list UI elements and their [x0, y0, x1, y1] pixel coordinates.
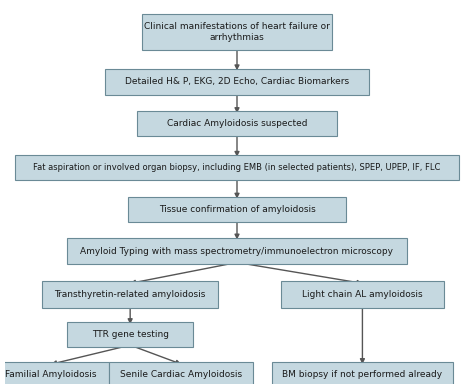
- FancyBboxPatch shape: [15, 155, 459, 180]
- FancyBboxPatch shape: [42, 281, 219, 308]
- FancyBboxPatch shape: [142, 14, 332, 50]
- FancyBboxPatch shape: [272, 362, 453, 387]
- Text: Clinical manifestations of heart failure or
arrhythmias: Clinical manifestations of heart failure…: [144, 23, 330, 42]
- Text: Familial Amyloidosis: Familial Amyloidosis: [5, 370, 97, 379]
- Text: BM biopsy if not performed already: BM biopsy if not performed already: [283, 370, 443, 379]
- FancyBboxPatch shape: [137, 111, 337, 136]
- Text: Light chain AL amyloidosis: Light chain AL amyloidosis: [302, 290, 423, 299]
- FancyBboxPatch shape: [67, 238, 407, 264]
- Text: TTR gene testing: TTR gene testing: [91, 330, 169, 339]
- Text: Amyloid Typing with mass spectrometry/immunoelectron microscopy: Amyloid Typing with mass spectrometry/im…: [81, 246, 393, 256]
- FancyBboxPatch shape: [128, 197, 346, 222]
- Text: Fat aspiration or involved organ biopsy, including EMB (in selected patients), S: Fat aspiration or involved organ biopsy,…: [33, 163, 441, 172]
- FancyBboxPatch shape: [105, 69, 369, 95]
- FancyBboxPatch shape: [0, 362, 109, 387]
- FancyBboxPatch shape: [281, 281, 444, 308]
- FancyBboxPatch shape: [109, 362, 253, 387]
- FancyBboxPatch shape: [67, 322, 193, 347]
- Text: Tissue confirmation of amyloidosis: Tissue confirmation of amyloidosis: [159, 205, 315, 214]
- Text: Senile Cardiac Amyloidosis: Senile Cardiac Amyloidosis: [120, 370, 242, 379]
- Text: Detailed H& P, EKG, 2D Echo, Cardiac Biomarkers: Detailed H& P, EKG, 2D Echo, Cardiac Bio…: [125, 77, 349, 86]
- Text: Transthyretin-related amyloidosis: Transthyretin-related amyloidosis: [55, 290, 206, 299]
- Text: Cardiac Amyloidosis suspected: Cardiac Amyloidosis suspected: [167, 119, 307, 128]
